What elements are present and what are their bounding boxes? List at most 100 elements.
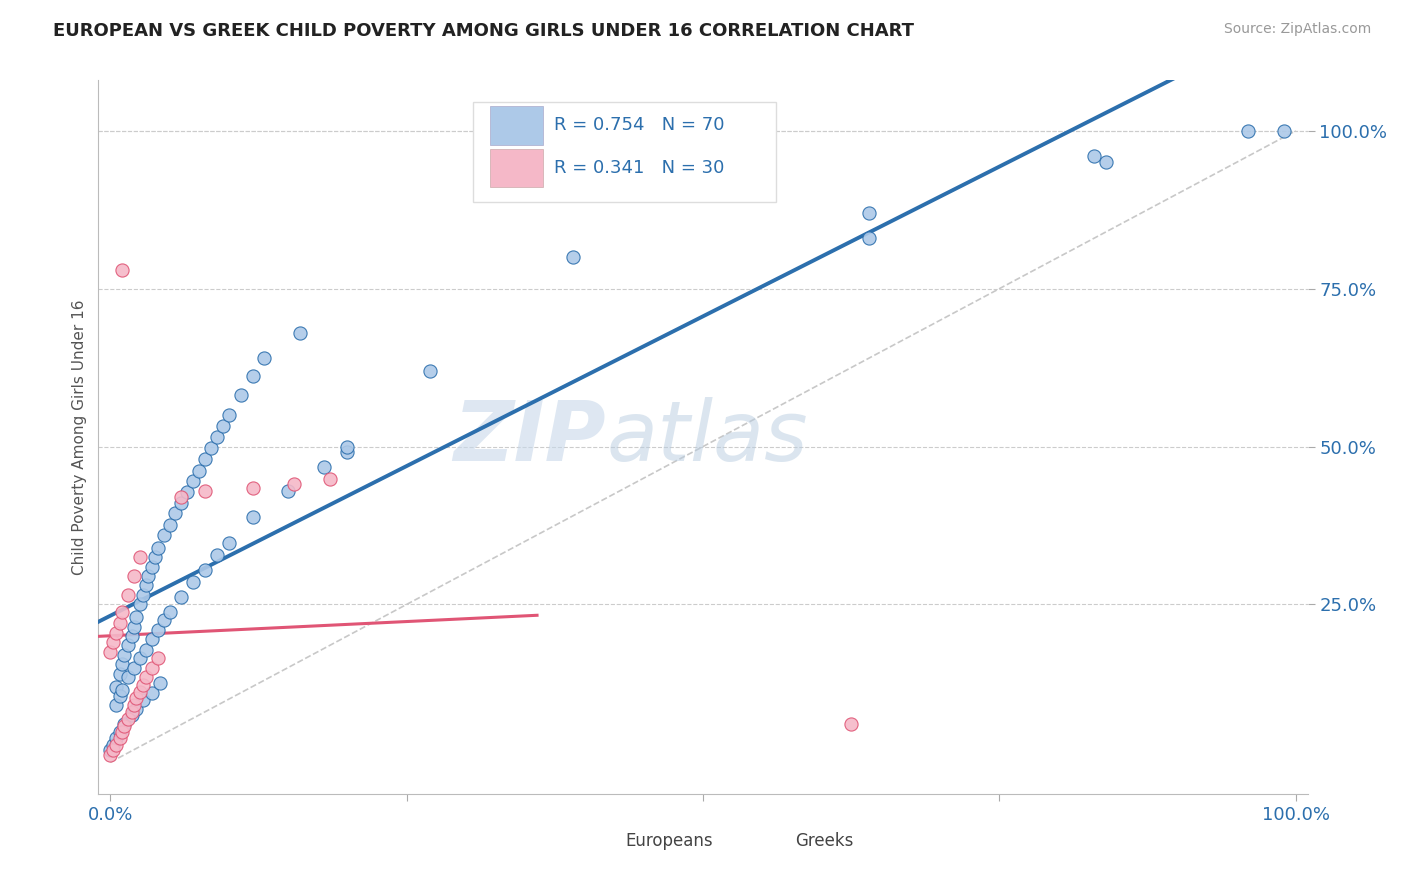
Point [149, 676, 172, 690]
Point [129, 684, 152, 698]
Point [108, 666, 131, 681]
Point [117, 588, 139, 602]
Point [176, 485, 198, 500]
Point [122, 619, 145, 633]
FancyBboxPatch shape [491, 106, 543, 145]
Point [111, 657, 134, 672]
Point [98, 747, 121, 762]
Point [105, 698, 128, 713]
Point [419, 364, 441, 378]
Point [194, 452, 217, 467]
Point [98, 742, 121, 756]
Point [129, 598, 152, 612]
Text: EUROPEAN VS GREEK CHILD POVERTY AMONG GIRLS UNDER 16 CORRELATION CHART: EUROPEAN VS GREEK CHILD POVERTY AMONG GI… [53, 22, 914, 40]
Point [108, 616, 131, 631]
Point [181, 575, 204, 590]
Point [253, 351, 276, 366]
Point [212, 419, 235, 434]
Point [105, 731, 128, 746]
Text: Source: ZipAtlas.com: Source: ZipAtlas.com [1223, 22, 1371, 37]
Point [188, 464, 211, 478]
Point [170, 496, 193, 510]
FancyBboxPatch shape [574, 835, 621, 863]
Point [159, 518, 181, 533]
Text: R = 0.754   N = 70: R = 0.754 N = 70 [554, 116, 724, 134]
Point [242, 368, 264, 383]
Point [205, 430, 228, 444]
Text: atlas: atlas [606, 397, 808, 477]
Point [125, 701, 148, 715]
Point [1083, 149, 1105, 163]
Point [101, 635, 124, 649]
Point [132, 588, 155, 602]
Point [200, 441, 222, 455]
Point [318, 472, 340, 486]
Point [336, 440, 359, 454]
Point [136, 569, 159, 583]
Point [218, 535, 240, 549]
Point [117, 670, 139, 684]
Point [229, 388, 252, 402]
Point [858, 206, 880, 220]
Point [839, 717, 862, 731]
Point [242, 481, 264, 495]
Text: R = 0.341   N = 30: R = 0.341 N = 30 [554, 159, 724, 177]
Point [108, 731, 131, 746]
FancyBboxPatch shape [742, 835, 790, 863]
Point [1272, 124, 1295, 138]
Point [132, 693, 155, 707]
Point [277, 483, 299, 498]
Text: ZIP: ZIP [454, 397, 606, 477]
Point [101, 738, 124, 752]
Point [121, 705, 143, 719]
Point [132, 678, 155, 692]
Point [122, 698, 145, 713]
Point [152, 613, 174, 627]
Point [121, 629, 143, 643]
Point [105, 625, 128, 640]
Point [141, 559, 163, 574]
Point [125, 610, 148, 624]
Point [111, 682, 134, 697]
Point [135, 578, 157, 592]
Point [105, 680, 128, 694]
Point [122, 660, 145, 674]
Point [117, 639, 139, 653]
Point [194, 563, 217, 577]
Point [159, 605, 181, 619]
Point [108, 725, 131, 739]
Point [858, 231, 880, 245]
Point [143, 550, 166, 565]
Point [129, 651, 152, 665]
Point [336, 444, 359, 458]
Point [170, 490, 193, 504]
Point [141, 686, 163, 700]
Point [111, 605, 134, 619]
Point [561, 250, 583, 264]
Text: Greeks: Greeks [794, 832, 853, 850]
Point [101, 742, 124, 756]
Point [111, 725, 134, 739]
Point [121, 708, 143, 723]
Point [141, 660, 163, 674]
Point [146, 541, 169, 555]
Point [98, 645, 121, 659]
Point [205, 548, 228, 562]
Point [312, 459, 335, 474]
Point [117, 712, 139, 726]
Point [105, 738, 128, 752]
Point [152, 528, 174, 542]
Point [111, 262, 134, 277]
Point [114, 648, 136, 662]
Point [108, 689, 131, 703]
Point [1095, 155, 1118, 169]
Point [122, 569, 145, 583]
Point [242, 510, 264, 524]
Point [283, 477, 305, 491]
Point [135, 643, 157, 657]
Point [114, 719, 136, 733]
Point [1237, 124, 1260, 138]
Point [129, 550, 152, 565]
FancyBboxPatch shape [491, 149, 543, 187]
Point [165, 506, 187, 520]
